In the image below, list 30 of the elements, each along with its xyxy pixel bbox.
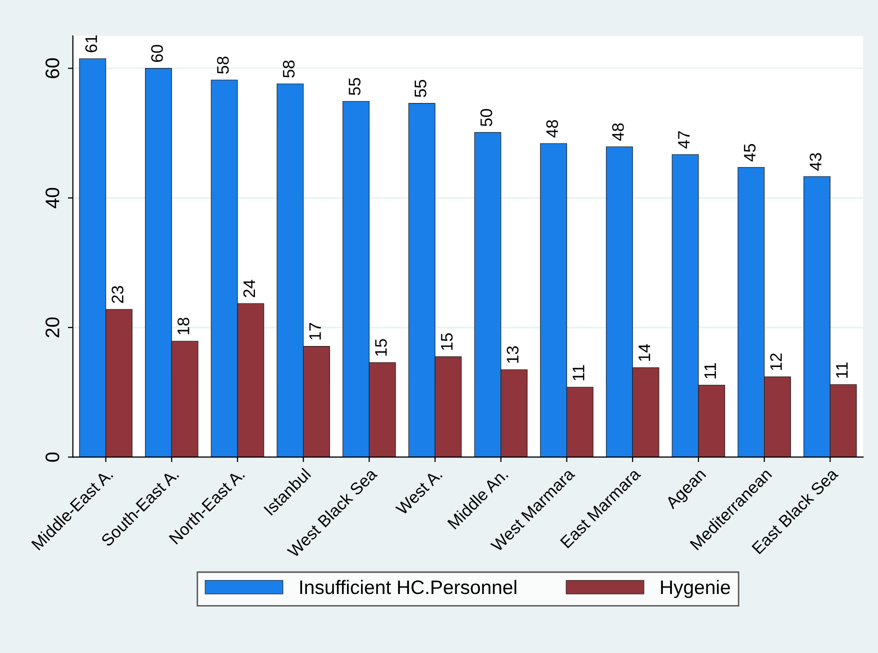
data-label: 12	[770, 353, 782, 370]
data-label: 58	[217, 56, 229, 74]
data-label: 11	[704, 363, 716, 378]
y-tick-label: 20	[46, 317, 60, 338]
data-label: 55	[348, 78, 361, 96]
data-label: 48	[612, 123, 624, 141]
data-label: 61	[85, 35, 98, 52]
data-label: 60	[151, 44, 163, 62]
data-label: 45	[744, 144, 756, 162]
y-tick-label: 60	[46, 58, 60, 78]
y-tick-label: 0	[46, 452, 60, 462]
legend-label: Insufficient HC.Personnel	[300, 580, 516, 594]
data-label: 43	[810, 153, 822, 171]
data-label: 47	[678, 131, 690, 149]
data-label: 15	[375, 339, 387, 356]
data-label: 23	[112, 286, 124, 303]
data-label: 14	[638, 344, 650, 361]
data-label: 11	[836, 362, 848, 378]
data-label: 13	[506, 346, 519, 363]
data-label: 18	[177, 318, 190, 334]
data-label: 50	[480, 109, 492, 126]
data-label: 55	[414, 80, 426, 98]
data-label: 17	[309, 323, 321, 340]
data-label: 11	[572, 365, 584, 380]
data-label: 15	[441, 333, 453, 350]
data-label: 24	[243, 280, 255, 298]
y-tick-label: 40	[46, 188, 60, 208]
data-label: 48	[546, 120, 558, 138]
data-label: 58	[282, 60, 295, 78]
legend-label: Hygenie	[661, 580, 730, 598]
